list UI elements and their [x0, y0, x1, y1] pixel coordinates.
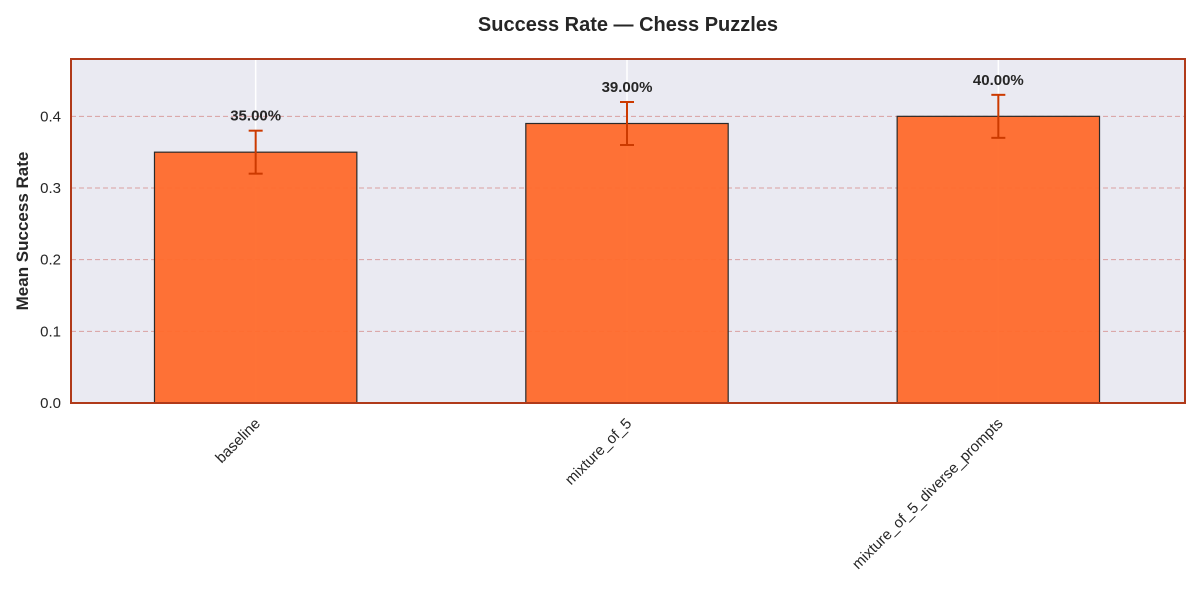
bar-mixture_of_5 [525, 122, 729, 404]
data-label: 39.00% [602, 79, 653, 96]
bar-mixture_of_5_diverse_prompts [896, 115, 1101, 404]
y-axis-label: Mean Success Rate [13, 152, 32, 311]
y-tick-label: 0.2 [40, 252, 61, 269]
plot-frame [70, 58, 1186, 404]
data-label: 40.00% [973, 72, 1024, 89]
data-labels: 35.00% 39.00% 40.00% [230, 72, 1024, 125]
y-tick-label: 0.0 [40, 395, 61, 412]
data-label: 35.00% [230, 108, 281, 125]
bars [153, 115, 1101, 404]
y-tick-label: 0.1 [40, 323, 61, 340]
y-tick-label: 0.3 [40, 180, 61, 197]
y-tick-label: 0.4 [40, 108, 61, 125]
error-bars [248, 93, 1006, 175]
y-axis-ticks: 0.0 0.1 0.2 0.3 0.4 [40, 108, 61, 412]
bar-baseline [153, 151, 358, 404]
chart-title: Success Rate — Chess Puzzles [478, 14, 778, 36]
